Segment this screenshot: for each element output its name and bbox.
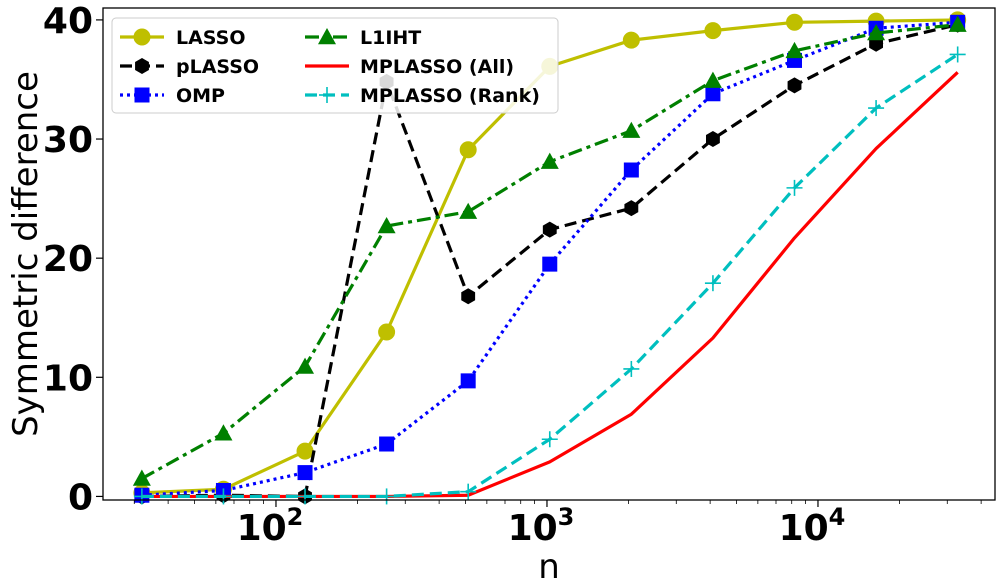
axes: 102 103 104 0 10 20 30 40 n Symmetric difference [6, 1, 996, 587]
data-point [705, 86, 721, 102]
data-point [949, 46, 966, 63]
data-point [868, 100, 885, 117]
y-tick-label: 30 [43, 120, 93, 161]
series-mplasso-rank [133, 46, 966, 505]
data-point [622, 31, 640, 49]
legend-item: MPLASSO (Rank) [305, 85, 540, 107]
legend-item: LASSO [120, 27, 245, 49]
x-tick-label: 102 [237, 503, 304, 549]
data-point [540, 152, 559, 169]
series-l1iht [132, 15, 967, 486]
y-axis-label: Symmetric difference [6, 71, 46, 437]
data-point [296, 442, 314, 460]
legend-item: MPLASSO (All) [305, 56, 514, 78]
data-point [133, 488, 150, 505]
data-point [297, 488, 314, 505]
data-point [785, 41, 804, 59]
legend-label: L1IHT [360, 27, 421, 49]
data-point [786, 179, 803, 196]
x-tick-label: 103 [508, 503, 575, 549]
series-line [141, 53, 959, 499]
data-point [541, 431, 558, 448]
y-tick-label: 40 [43, 1, 93, 42]
data-point [867, 24, 886, 41]
data-point [542, 256, 558, 272]
x-axis-label: n [538, 547, 560, 587]
data-point [134, 87, 150, 103]
plot-frame [102, 7, 996, 501]
data-point [319, 87, 335, 103]
legend-label: pLASSO [176, 56, 259, 78]
y-tick-label: 10 [43, 358, 93, 399]
data-point [704, 275, 721, 292]
data-point [214, 424, 233, 441]
data-point [787, 77, 802, 94]
data-point [461, 288, 476, 305]
data-point [623, 360, 640, 377]
data-point [460, 483, 477, 500]
y-tick-label: 20 [43, 239, 93, 280]
data-point [133, 28, 151, 46]
legend-item: OMP [120, 85, 225, 107]
legend-label: MPLASSO (Rank) [360, 85, 540, 107]
x-tick-label: 104 [779, 503, 846, 549]
legend: LASSO pLASSO OMP L1IHT MPLASSO (All) MPLASSO … [111, 17, 559, 114]
data-point [135, 58, 149, 74]
data-point [378, 323, 396, 341]
data-point [704, 22, 722, 40]
legend-item: L1IHT [305, 27, 421, 49]
data-point [459, 141, 477, 159]
legend-item: pLASSO [120, 56, 259, 78]
data-point [215, 488, 232, 505]
data-point [460, 373, 476, 389]
data-point [622, 121, 641, 138]
data-point [705, 131, 720, 148]
data-point [132, 469, 151, 486]
data-point [948, 15, 967, 32]
data-point [297, 465, 313, 481]
data-point [377, 217, 396, 234]
data-point [379, 436, 395, 452]
legend-label: OMP [176, 85, 225, 107]
legend-label: LASSO [176, 27, 245, 49]
data-point [318, 28, 336, 45]
data-point [378, 488, 395, 505]
data-point [703, 71, 722, 88]
data-point [786, 13, 804, 31]
series-group [132, 11, 967, 505]
data-point [296, 357, 315, 374]
legend-label: MPLASSO (All) [360, 56, 514, 78]
data-point [542, 221, 557, 238]
data-point [459, 202, 478, 219]
data-point [623, 162, 639, 178]
y-tick-label: 0 [68, 477, 93, 518]
data-point [624, 200, 639, 217]
